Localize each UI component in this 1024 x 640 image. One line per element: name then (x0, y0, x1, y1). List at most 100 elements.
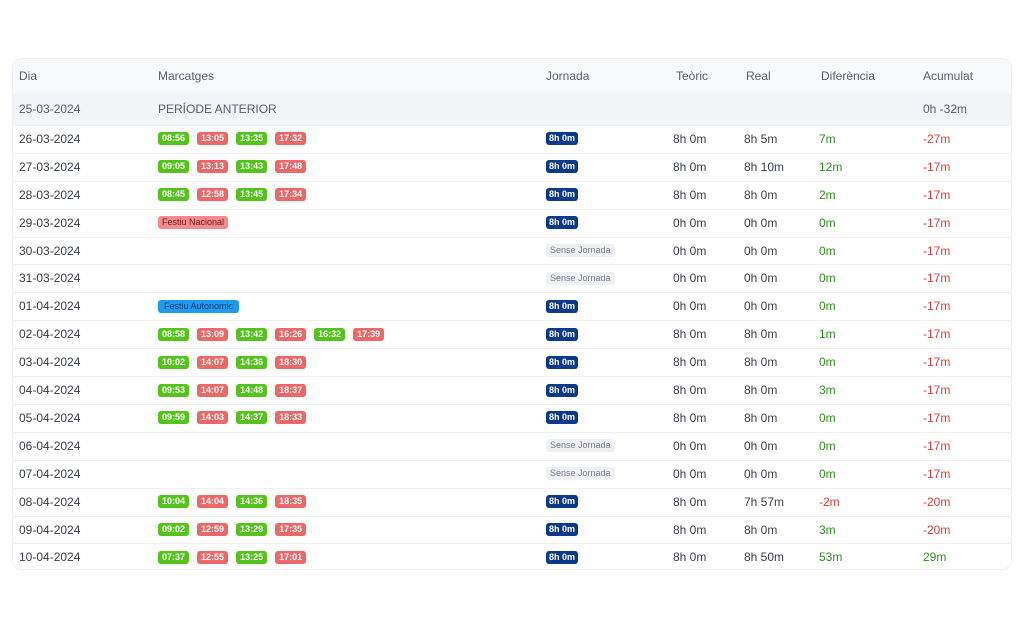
punch-in-chip[interactable]: 08:58 (158, 327, 190, 341)
punch-in-chip[interactable]: 13:35 (236, 132, 268, 146)
row-acumulat: -17m (923, 187, 951, 202)
punch-in-chip[interactable]: 13:43 (236, 160, 268, 174)
previous-date: 25-03-2024 (19, 102, 81, 116)
punch-out-chip[interactable]: 17:48 (275, 160, 307, 174)
row-marcatges: 09:59 14:03 14:37 18:33 (158, 404, 307, 432)
table-row[interactable]: 08-04-2024 10:04 14:04 14:36 18:35 8h 0m 8h 0m… (13, 488, 1011, 517)
header-acumulat[interactable]: Acumulat (923, 69, 974, 83)
row-real: 8h 0m (744, 187, 778, 202)
punch-in-chip[interactable]: 09:05 (158, 160, 190, 174)
punch-out-chip[interactable]: 13:05 (197, 132, 229, 146)
row-jornada: Sense Jornada (546, 265, 615, 293)
punch-in-chip[interactable]: 10:02 (158, 355, 190, 369)
punch-in-chip[interactable]: 14:36 (236, 355, 268, 369)
punch-in-chip[interactable]: 13:25 (236, 550, 268, 564)
table-row[interactable]: 27-03-2024 09:05 13:13 13:43 17:48 8h 0m 8h 0m… (13, 153, 1011, 182)
punch-out-chip[interactable]: 13:09 (197, 327, 229, 341)
punch-out-chip[interactable]: 16:26 (275, 327, 307, 341)
row-acumulat: -17m (923, 438, 951, 453)
header-marcatges[interactable]: Marcatges (158, 69, 215, 83)
punch-in-chip[interactable]: 13:29 (236, 523, 268, 537)
row-date: 31-03-2024 (19, 271, 81, 286)
header-jornada[interactable]: Jornada (546, 69, 590, 83)
holiday-chip[interactable]: Festiu Autonomic (158, 299, 240, 313)
table-row[interactable]: 02-04-2024 08:58 13:09 13:42 16:26 16:32 17:39… (13, 320, 1011, 350)
punch-out-chip[interactable]: 17:32 (275, 132, 307, 146)
table-row[interactable]: 07-04-2024 Sense Jornada 0h 0m 0h 0m 0m -17m (13, 460, 1011, 489)
row-marcatges: Festiu Autonomic (158, 292, 240, 320)
punch-out-chip[interactable]: 12:55 (197, 550, 229, 564)
punch-in-chip[interactable]: 07:37 (158, 550, 190, 564)
table-row[interactable]: 10-04-2024 07:37 12:55 13:25 17:01 8h 0m 8h 0m… (13, 544, 1011, 570)
table-row[interactable]: 26-03-2024 08:56 13:05 13:35 17:32 8h 0m 8h 0m… (13, 125, 1011, 154)
punch-out-chip[interactable]: 18:30 (275, 355, 307, 369)
punch-in-chip[interactable]: 13:45 (236, 188, 268, 202)
table-row[interactable]: 01-04-2024 Festiu Autonomic 8h 0m 0h 0m 0h 0… (13, 292, 1011, 322)
row-date: 27-03-2024 (19, 159, 81, 174)
row-teoric: 8h 0m (673, 355, 707, 370)
punch-out-chip[interactable]: 18:35 (275, 495, 307, 509)
jornada-badge: 8h 0m (546, 495, 579, 509)
punch-out-chip[interactable]: 17:35 (275, 523, 307, 537)
punch-out-chip[interactable]: 17:01 (275, 550, 307, 564)
table-row[interactable]: 04-04-2024 09:53 14:07 14:48 18:37 8h 0m 8h 0m… (13, 376, 1011, 405)
row-date: 01-04-2024 (19, 299, 81, 314)
punch-out-chip[interactable]: 14:07 (197, 383, 229, 397)
table-row[interactable]: 09-04-2024 09:02 12:59 13:29 17:35 8h 0m 8h 0m… (13, 516, 1011, 545)
punch-out-chip[interactable]: 12:59 (197, 523, 229, 537)
table-row[interactable]: 29-03-2024 Festiu Nacional 8h 0m 0h 0m 0h 0m… (13, 209, 1011, 238)
row-diferencia: 0m (819, 355, 836, 370)
punch-out-chip[interactable]: 18:37 (275, 383, 307, 397)
header-teoric[interactable]: Teòric (676, 69, 709, 83)
punch-out-chip[interactable]: 18:33 (275, 411, 307, 425)
row-acumulat: -17m (923, 243, 951, 258)
header-diferencia[interactable]: Diferència (821, 69, 876, 83)
row-jornada: Sense Jornada (546, 432, 615, 460)
row-marcatges: 07:37 12:55 13:25 17:01 (158, 544, 307, 570)
row-teoric: 8h 0m (673, 522, 707, 537)
punch-in-chip[interactable]: 09:53 (158, 383, 190, 397)
punch-in-chip[interactable]: 14:36 (236, 495, 268, 509)
punch-in-chip[interactable]: 09:02 (158, 523, 190, 537)
punch-out-chip[interactable]: 14:04 (197, 495, 229, 509)
punch-in-chip[interactable]: 14:48 (236, 383, 268, 397)
table-row[interactable]: 06-04-2024 Sense Jornada 0h 0m 0h 0m 0m -17m (13, 432, 1011, 461)
punch-out-chip[interactable]: 14:03 (197, 411, 229, 425)
row-diferencia: 0m (819, 438, 836, 453)
punch-in-chip[interactable]: 10:04 (158, 495, 190, 509)
row-real: 8h 50m (744, 550, 785, 565)
row-diferencia: 12m (819, 159, 843, 174)
jornada-badge: 8h 0m (546, 550, 579, 564)
table-row[interactable]: 05-04-2024 09:59 14:03 14:37 18:33 8h 0m 8h 0m… (13, 404, 1011, 433)
row-marcatges: 10:02 14:07 14:36 18:30 (158, 348, 307, 376)
row-diferencia: 7m (819, 131, 836, 146)
row-acumulat: -17m (923, 215, 951, 230)
holiday-chip[interactable]: Festiu Nacional (158, 216, 229, 230)
row-jornada: 8h 0m (546, 292, 579, 320)
punch-in-chip[interactable]: 08:56 (158, 132, 190, 146)
punch-out-chip[interactable]: 17:34 (275, 188, 307, 202)
previous-acumulat: 0h -32m (923, 102, 968, 116)
punch-in-chip[interactable]: 14:37 (236, 411, 268, 425)
punch-in-chip[interactable]: 13:42 (236, 327, 268, 341)
table-header: Dia Marcatges Jornada Teòric Real Diferè… (13, 59, 1011, 94)
punch-out-chip[interactable]: 12:58 (197, 188, 229, 202)
punch-out-chip[interactable]: 13:13 (197, 160, 229, 174)
row-teoric: 8h 0m (673, 550, 707, 565)
table-row[interactable]: 03-04-2024 10:02 14:07 14:36 18:30 8h 0m 8h 0m… (13, 348, 1011, 378)
punch-out-chip[interactable]: 14:07 (197, 355, 229, 369)
row-real: 8h 5m (744, 131, 778, 146)
jornada-badge: 8h 0m (546, 160, 579, 174)
header-real[interactable]: Real (746, 69, 771, 83)
row-acumulat: -27m (923, 131, 951, 146)
punch-in-chip[interactable]: 09:59 (158, 411, 190, 425)
row-date: 07-04-2024 (19, 466, 81, 481)
punch-in-chip[interactable]: 16:32 (314, 327, 346, 341)
table-row[interactable]: 30-03-2024 Sense Jornada 0h 0m 0h 0m 0m -17m (13, 237, 1011, 266)
table-row[interactable]: 31-03-2024 Sense Jornada 0h 0m 0h 0m 0m -17m (13, 265, 1011, 294)
punch-out-chip[interactable]: 17:39 (353, 327, 385, 341)
table-row[interactable]: 28-03-2024 08:45 12:58 13:45 17:34 8h 0m 8h 0m… (13, 181, 1011, 210)
row-diferencia: 0m (819, 410, 836, 425)
header-dia[interactable]: Dia (19, 69, 38, 83)
punch-in-chip[interactable]: 08:45 (158, 188, 190, 202)
